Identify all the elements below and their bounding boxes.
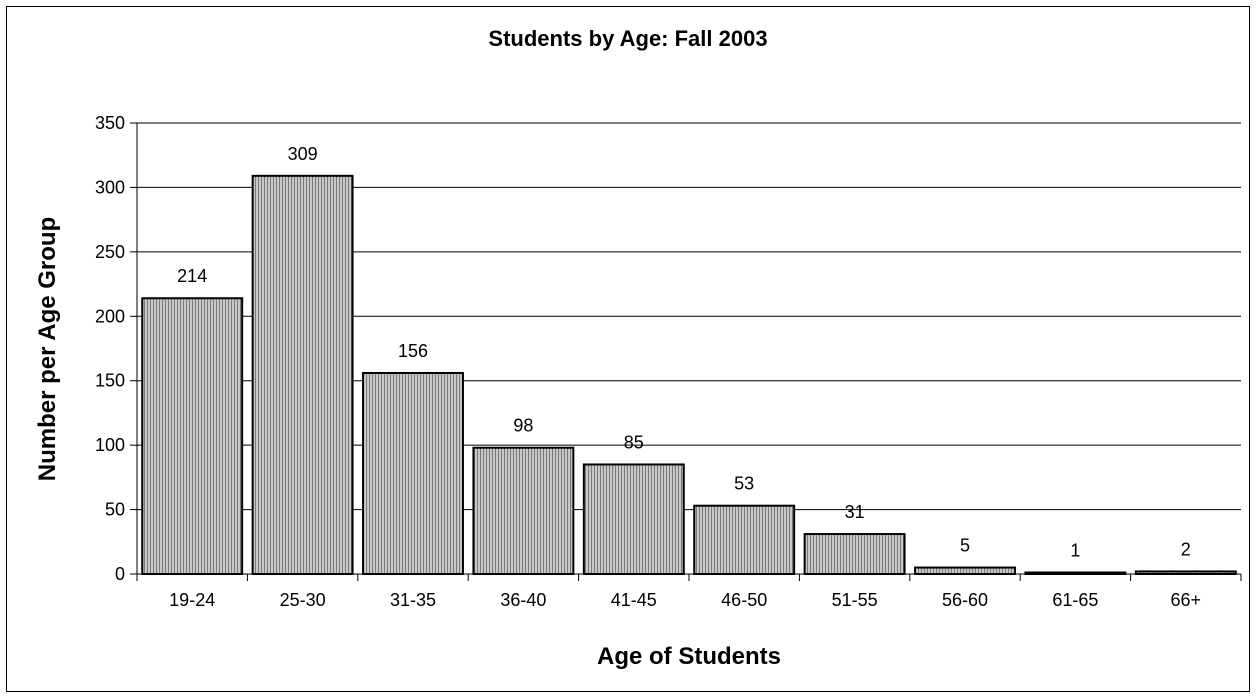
- data-label: 1: [1070, 541, 1080, 561]
- y-tick-label: 300: [95, 177, 125, 197]
- data-labels: 214 309 156 98 85 53 31 5 1 2: [177, 144, 1191, 561]
- x-tick-label: 36-40: [500, 590, 546, 610]
- x-tick-label: 41-45: [611, 590, 657, 610]
- bar: [362, 371, 464, 575]
- bars: [141, 174, 1237, 576]
- x-tick-label: 61-65: [1052, 590, 1098, 610]
- y-tick-label: 150: [95, 371, 125, 391]
- x-tick-label: 56-60: [942, 590, 988, 610]
- bar: [141, 297, 244, 575]
- data-label: 2: [1181, 539, 1191, 559]
- y-tick-label: 0: [115, 564, 125, 584]
- y-axis-title: Number per Age Group: [34, 217, 61, 481]
- bar: [693, 504, 796, 576]
- data-label: 31: [845, 502, 865, 522]
- y-tick-label: 250: [95, 242, 125, 262]
- y-tick-label: 100: [95, 435, 125, 455]
- x-tick-label: 66+: [1171, 590, 1202, 610]
- x-tick-label: 46-50: [721, 590, 767, 610]
- bar: [914, 566, 1016, 575]
- y-tick-label: 50: [105, 500, 125, 520]
- bar: [803, 533, 906, 575]
- data-label: 85: [624, 432, 644, 452]
- y-tick-label: 350: [95, 113, 125, 133]
- data-label: 214: [177, 266, 207, 286]
- axes: [130, 122, 1242, 581]
- bar: [472, 446, 575, 575]
- data-label: 53: [734, 474, 754, 494]
- data-label: 156: [398, 341, 428, 361]
- y-tick-labels: 0 50 100 150 200 250 300 350: [95, 113, 125, 584]
- bar: [582, 463, 685, 576]
- y-tick-label: 200: [95, 306, 125, 326]
- data-label: 5: [960, 536, 970, 556]
- bar: [251, 174, 354, 575]
- x-axis-title: Age of Students: [597, 643, 781, 670]
- data-label: 98: [513, 416, 533, 436]
- x-tick-label: 31-35: [390, 590, 436, 610]
- x-tick-label: 19-24: [169, 590, 215, 610]
- x-tick-label: 51-55: [832, 590, 878, 610]
- chart-title: Students by Age: Fall 2003: [488, 26, 767, 51]
- x-tick-labels: 19-24 25-30 31-35 36-40 41-45 46-50 51-55 56-60…: [169, 590, 1201, 610]
- x-tick-label: 25-30: [280, 590, 326, 610]
- data-label: 309: [288, 144, 318, 164]
